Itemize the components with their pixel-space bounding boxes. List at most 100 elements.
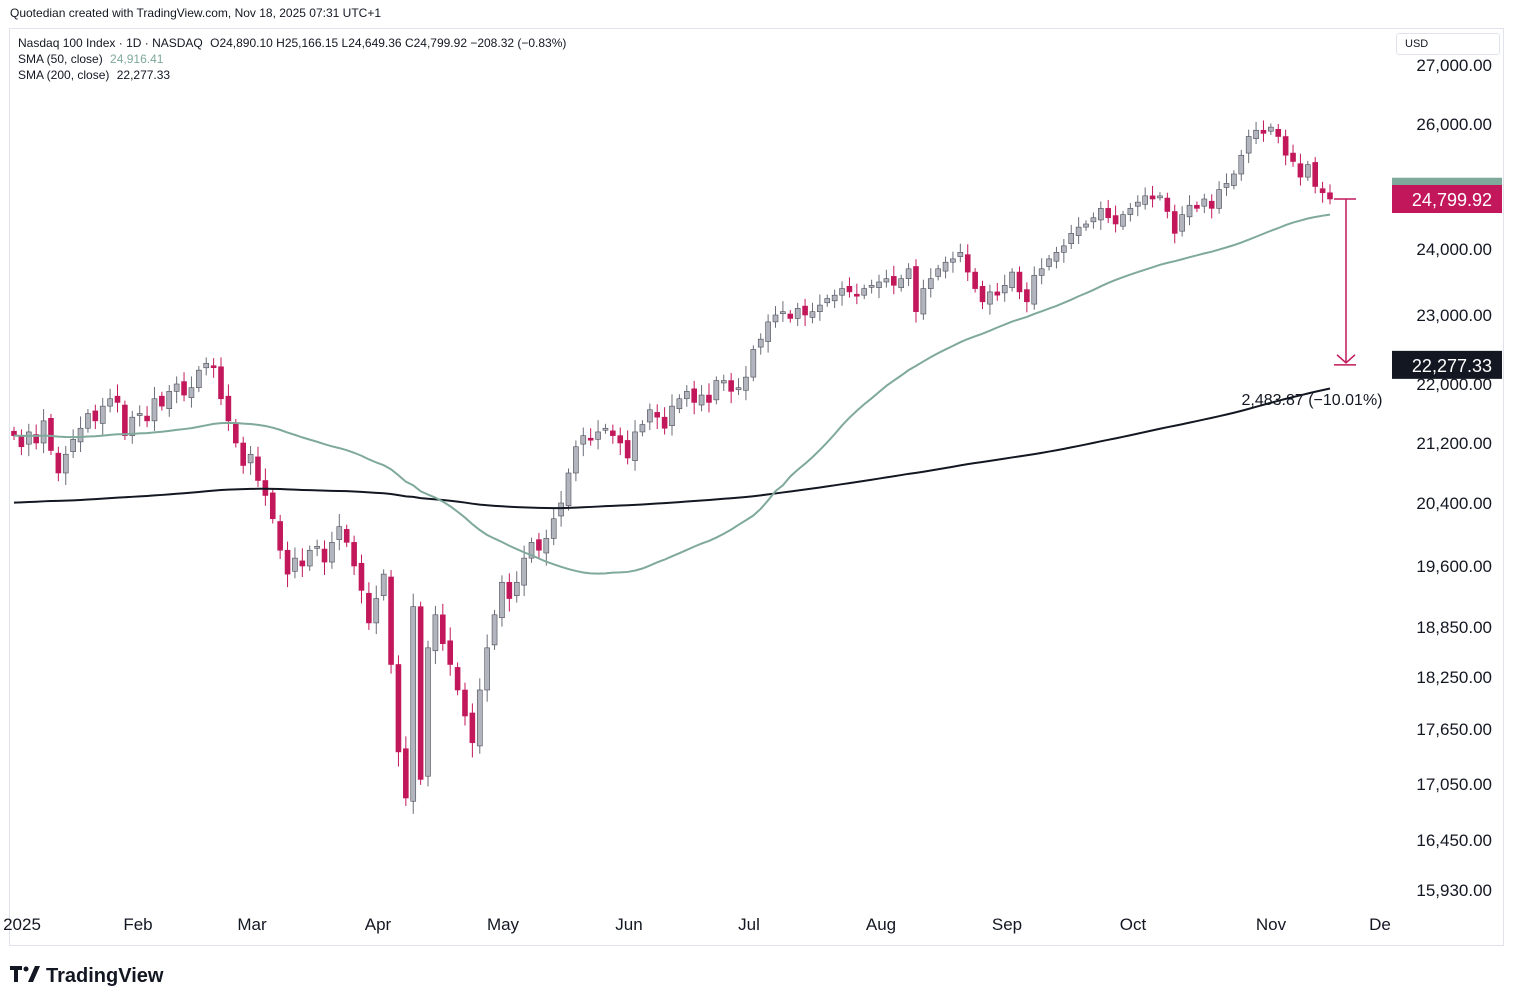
- candle-body: [1120, 214, 1126, 227]
- candle-body: [610, 430, 616, 436]
- price-label-box: [1392, 350, 1502, 379]
- candle-body: [40, 420, 47, 444]
- candle-body: [380, 573, 387, 596]
- x-tick-label: Aug: [866, 915, 896, 934]
- candle-body: [573, 446, 579, 474]
- y-tick-label: 23,000.00: [1416, 306, 1492, 325]
- candle-body: [151, 398, 158, 422]
- candle-body: [410, 606, 417, 802]
- candle-body: [883, 278, 890, 283]
- candle-body: [1268, 126, 1274, 132]
- sma50-value: 24,916.41: [110, 52, 164, 66]
- candle-body: [898, 278, 904, 288]
- candle-body: [70, 439, 76, 452]
- legend-sma50-row[interactable]: SMA (50, close) 24,916.41: [18, 51, 566, 67]
- candle-body: [550, 518, 557, 539]
- candle-body: [25, 431, 32, 445]
- candle-body: [927, 278, 934, 289]
- legend-sma200-row[interactable]: SMA (200, close) 22,277.33: [18, 67, 566, 83]
- candle-body: [854, 293, 860, 297]
- y-tick-label: 17,650.00: [1416, 720, 1492, 739]
- candle-body: [602, 427, 609, 431]
- candle-body: [1046, 258, 1052, 267]
- candle-body: [1179, 214, 1185, 232]
- legend-main-row[interactable]: Nasdaq 100 Index · 1D · NASDAQ O24,890.1…: [18, 35, 566, 51]
- candle-body: [196, 369, 202, 388]
- y-tick-label: 21,200.00: [1416, 434, 1492, 453]
- currency-selector[interactable]: USD: [1396, 33, 1500, 55]
- candle-body: [403, 748, 409, 799]
- candle-body: [558, 502, 564, 517]
- candle-body: [366, 592, 372, 624]
- y-tick-label: 17,050.00: [1416, 775, 1492, 794]
- candle-body: [18, 435, 25, 448]
- candle-body: [647, 409, 653, 423]
- candle-body: [1319, 188, 1326, 194]
- x-tick-label: Apr: [365, 915, 392, 934]
- sma50-label: SMA (50, close): [18, 52, 103, 66]
- x-tick-label: Jun: [615, 915, 642, 934]
- candle-body: [232, 423, 239, 444]
- candle-body: [1216, 189, 1222, 209]
- candle-body: [683, 391, 690, 400]
- candle-body: [979, 285, 986, 303]
- candle-body: [839, 288, 845, 296]
- candle-body: [343, 529, 350, 543]
- candle-body: [292, 557, 298, 572]
- candle-body: [1164, 197, 1171, 212]
- candle-body: [1312, 162, 1319, 187]
- candle-body: [706, 394, 712, 403]
- candle-body: [1297, 163, 1304, 178]
- candle-body: [802, 305, 808, 316]
- candle-body: [543, 538, 550, 554]
- candle-body: [358, 562, 365, 591]
- candle-body: [528, 542, 535, 559]
- candle-body: [765, 321, 771, 342]
- candle-body: [824, 298, 831, 304]
- candle-body: [942, 261, 949, 272]
- x-tick-label: De: [1369, 915, 1391, 934]
- candle-body: [772, 314, 779, 323]
- candle-body: [491, 614, 498, 646]
- candle-body: [513, 581, 520, 596]
- candle-body: [669, 405, 675, 426]
- candle-body: [284, 549, 291, 575]
- candle-body: [247, 453, 254, 464]
- candle-body: [306, 549, 313, 567]
- candle-body: [994, 291, 1001, 296]
- x-tick-label: Feb: [123, 915, 152, 934]
- tradingview-footer[interactable]: TradingView: [10, 965, 163, 988]
- candle-body: [129, 416, 136, 436]
- candle-body: [624, 440, 631, 459]
- candle-body: [632, 431, 638, 461]
- candle-body: [447, 640, 454, 665]
- candle-body: [1142, 195, 1148, 205]
- candle-body: [1208, 200, 1215, 209]
- sma200-label: SMA (200, close): [18, 68, 110, 82]
- candle-body: [440, 614, 446, 644]
- symbol-title: Nasdaq 100 Index · 1D · NASDAQ: [18, 36, 203, 50]
- candle-body: [1068, 233, 1075, 244]
- candle-body: [122, 404, 128, 436]
- candle-body: [617, 435, 624, 444]
- y-tick-label: 24,000.00: [1416, 240, 1492, 259]
- y-tick-label: 18,850.00: [1416, 618, 1492, 637]
- candle-body: [698, 394, 705, 406]
- candle-body: [920, 288, 927, 315]
- candle-body: [691, 388, 697, 403]
- candle-body: [321, 548, 328, 563]
- candle-body: [188, 387, 195, 398]
- price-label-box: [1392, 185, 1502, 214]
- candle-body: [1194, 204, 1200, 209]
- candle-body: [432, 614, 439, 652]
- candle-body: [1075, 226, 1082, 236]
- candle-body: [85, 413, 91, 429]
- x-tick-label: May: [487, 915, 520, 934]
- chart-legend: Nasdaq 100 Index · 1D · NASDAQ O24,890.1…: [18, 35, 566, 83]
- candle-body: [203, 362, 210, 369]
- candle-body: [987, 291, 993, 305]
- candle-body: [329, 542, 335, 563]
- candle-body: [173, 383, 180, 392]
- candle-body: [957, 252, 964, 257]
